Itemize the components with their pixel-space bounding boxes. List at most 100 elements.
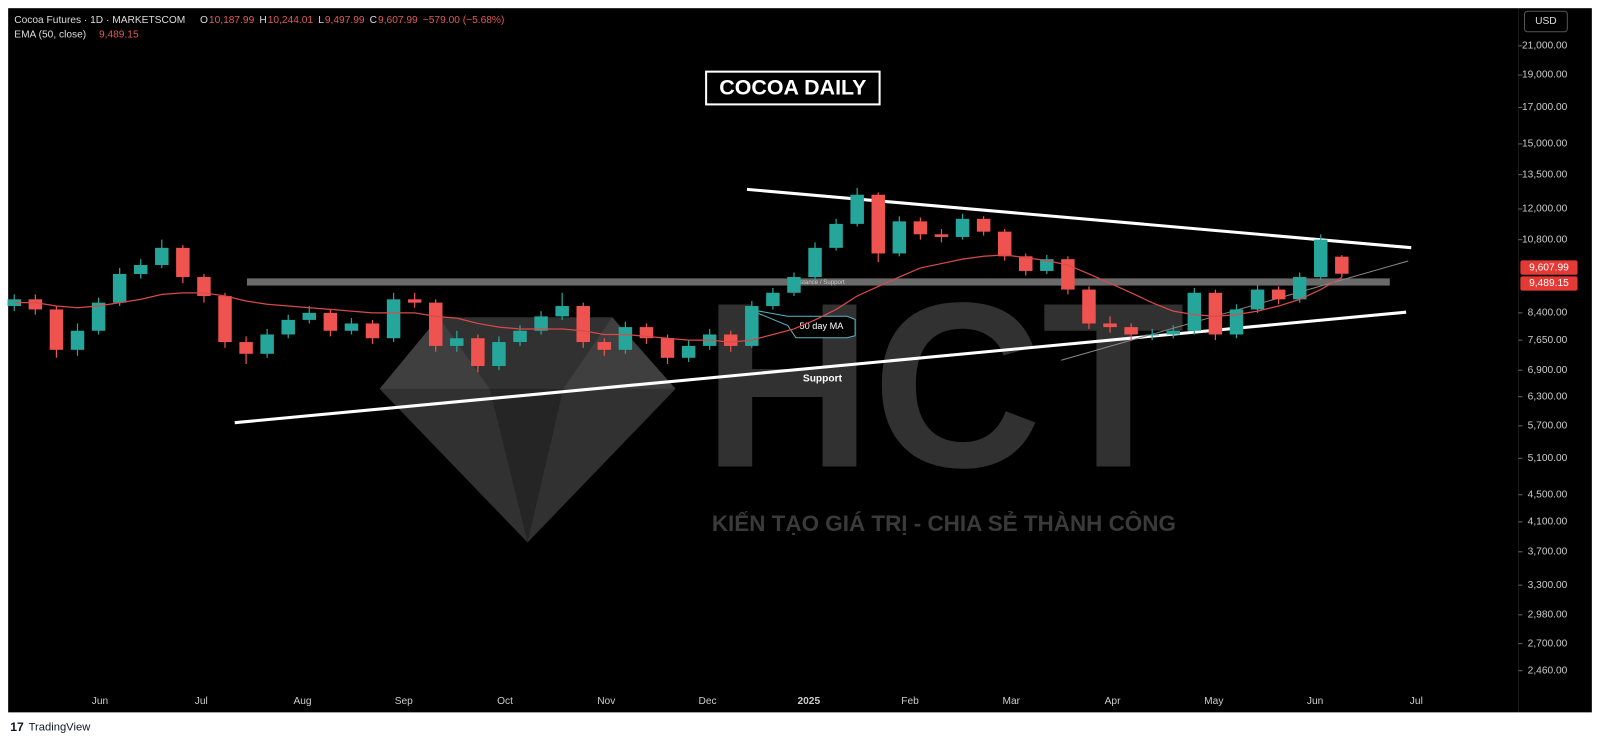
candle-body <box>112 273 127 303</box>
candle-body <box>239 342 253 354</box>
x-tick-label: Mar <box>1003 696 1021 707</box>
y-tick-label: 10,800.00 <box>1522 234 1568 245</box>
candle-body <box>1208 292 1223 335</box>
candle-body <box>260 334 274 354</box>
candle-body <box>7 299 22 307</box>
title-box <box>705 70 881 106</box>
resistance-band <box>246 278 1390 286</box>
candle-body <box>681 345 696 358</box>
currency: USD <box>1535 16 1557 27</box>
ema-line <box>14 254 1343 343</box>
candle-body <box>787 277 801 293</box>
candle-body <box>829 223 843 248</box>
y-tick-label: 12,000.00 <box>1522 204 1568 215</box>
brand-logo: 17 <box>10 720 24 734</box>
y-tick-label: 3,300.00 <box>1528 580 1568 591</box>
chart-title: COCOA DAILY <box>719 76 866 100</box>
candle-body <box>955 218 970 237</box>
resistance-label: Resistance / Support <box>788 279 845 286</box>
y-tick-label: 13,500.00 <box>1522 169 1568 180</box>
candle-body <box>176 247 190 278</box>
candle-body <box>365 323 380 339</box>
watermark-facet <box>379 317 490 389</box>
candle-body <box>386 299 401 339</box>
candle-body <box>1335 256 1349 274</box>
candle-body <box>1040 259 1054 271</box>
price-badge-label: 9,489.15 <box>1529 278 1569 289</box>
candle-body <box>808 247 822 278</box>
x-tick-label: Jun <box>1307 696 1324 707</box>
candle-body <box>597 342 612 350</box>
y-tick-label: 17,000.00 <box>1522 102 1568 113</box>
candle-body <box>155 247 169 266</box>
ema-name: EMA (50, close) <box>14 29 86 40</box>
x-tick-label: Jul <box>1410 696 1423 707</box>
candle-body <box>428 302 443 346</box>
candle-body <box>850 194 864 224</box>
price-axis <box>1518 8 1592 713</box>
header-high: 10,244.01 <box>268 15 314 26</box>
candle-body <box>1166 330 1181 335</box>
candle-body <box>660 338 675 358</box>
candle-body <box>302 312 317 320</box>
candle-body <box>407 299 422 303</box>
y-tick-label: 19,000.00 <box>1522 70 1568 81</box>
price-badge-label: 9,607.99 <box>1529 262 1569 273</box>
candle-body <box>639 327 654 339</box>
ma-label: 50 day MA <box>800 321 845 331</box>
y-tick-label: 2,980.00 <box>1528 610 1568 621</box>
ema-value: 9,489.15 <box>99 29 139 40</box>
candle-body <box>1103 323 1117 328</box>
candle-body <box>976 218 991 232</box>
candles <box>7 187 1349 373</box>
candle-body <box>197 277 211 297</box>
candle-body <box>91 302 106 331</box>
candle-body <box>492 342 506 367</box>
candle-body <box>576 306 590 343</box>
candle-body <box>1250 289 1265 310</box>
x-tick-label: Jun <box>92 696 109 707</box>
candle-body <box>997 231 1012 257</box>
y-tick-label: 5,700.00 <box>1528 421 1568 432</box>
candle-body <box>281 319 295 335</box>
brand: TradingView <box>29 722 92 734</box>
candle-body <box>1292 277 1307 300</box>
support-label: Support <box>803 373 843 384</box>
header-change: −579.00 (−5.68%) <box>423 15 505 26</box>
x-tick-label: Aug <box>293 696 311 707</box>
currency-box <box>1523 10 1568 33</box>
candle-body <box>1019 256 1033 271</box>
candle-body <box>49 309 64 350</box>
candle-body <box>70 330 85 350</box>
watermark <box>379 317 676 543</box>
candle-body <box>766 292 780 307</box>
candle-body <box>344 323 359 331</box>
y-tick-label: 5,100.00 <box>1528 453 1568 464</box>
candle-body <box>218 296 232 343</box>
x-tick-label: Feb <box>901 696 919 707</box>
candle-body <box>1082 289 1096 324</box>
plot-area <box>8 8 1519 713</box>
candle-body <box>28 299 43 310</box>
candle-body <box>1271 289 1286 300</box>
x-tick-label: Jul <box>195 696 208 707</box>
y-tick-label: 8,400.00 <box>1528 308 1568 319</box>
watermark-facet <box>563 317 676 389</box>
watermark-facet <box>489 388 564 543</box>
header-open-key: O <box>200 15 208 26</box>
x-tick-label: Dec <box>698 696 716 707</box>
y-tick-label: 2,700.00 <box>1528 638 1568 649</box>
candle-body <box>723 334 738 346</box>
y-tick-label: 15,000.00 <box>1522 139 1568 150</box>
header-close-key: C <box>370 15 377 26</box>
candle-body <box>1229 309 1244 335</box>
y-tick-label: 3,700.00 <box>1528 546 1568 557</box>
price-badge <box>1520 276 1578 291</box>
candle-body <box>513 330 527 343</box>
y-tick-label: 6,900.00 <box>1528 365 1568 376</box>
candle-body <box>934 234 949 237</box>
candle-body <box>133 265 148 274</box>
header-low-key: L <box>318 15 324 26</box>
candle-body <box>450 338 464 346</box>
